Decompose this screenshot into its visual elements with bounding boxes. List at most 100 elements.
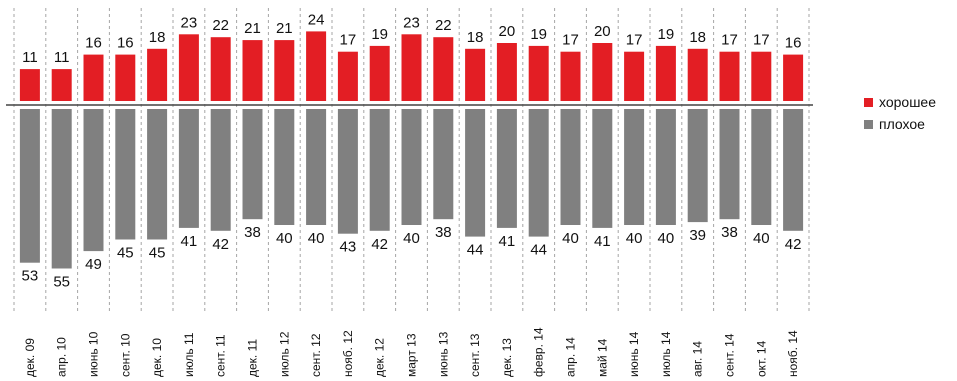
category-label: июль 11 [182, 332, 196, 377]
data-label-bad: 41 [594, 233, 611, 250]
data-label-bad: 53 [22, 268, 39, 285]
bar-good [274, 40, 295, 101]
bar-bad [83, 109, 104, 252]
data-label-good: 11 [22, 49, 38, 66]
category-label: окт. 14 [754, 340, 768, 377]
category-label: дек. 09 [23, 338, 37, 377]
bar-bad [178, 109, 199, 228]
data-label-bad: 38 [435, 224, 452, 241]
data-label-good: 17 [562, 32, 579, 49]
data-label-good: 17 [753, 32, 770, 49]
bar-good [306, 31, 327, 101]
data-label-good: 16 [85, 35, 102, 52]
data-label-good: 23 [181, 14, 198, 31]
data-label-bad: 41 [181, 233, 198, 250]
category-label: сент. 10 [118, 333, 132, 377]
data-label-bad: 40 [562, 230, 579, 247]
data-label-bad: 55 [53, 274, 70, 291]
bar-bad [465, 109, 486, 237]
data-label-good: 24 [308, 11, 325, 28]
category-label: июль 12 [277, 331, 291, 377]
bar-bad [51, 109, 72, 269]
category-label: сент. 11 [214, 334, 228, 377]
data-label-good: 18 [689, 29, 706, 46]
data-label-bad: 44 [467, 242, 484, 259]
data-label-bad: 49 [85, 256, 102, 273]
data-label-good: 21 [276, 20, 293, 37]
legend-item-bad: плохое [864, 114, 936, 134]
data-label-good: 19 [371, 26, 388, 43]
bar-bad [147, 109, 168, 240]
bar-good [337, 51, 358, 101]
data-label-good: 22 [212, 17, 229, 34]
bar-bad [369, 109, 390, 231]
data-label-good: 23 [403, 14, 420, 31]
bar-good [719, 51, 740, 101]
category-label: июль 14 [659, 331, 673, 377]
category-label: дек. 11 [246, 339, 260, 377]
bar-good [783, 54, 804, 101]
category-label: дек. 10 [150, 338, 164, 377]
bar-bad [242, 109, 263, 220]
bar-bad [19, 109, 40, 263]
legend-label-good: хорошее [879, 94, 937, 110]
data-label-good: 16 [117, 35, 134, 52]
bar-good [51, 69, 72, 101]
category-label: июнь 10 [87, 331, 101, 377]
bar-good [560, 51, 581, 101]
bar-bad [274, 109, 295, 225]
category-label: июнь 13 [436, 331, 450, 377]
data-label-good: 19 [530, 26, 547, 43]
category-label: апр. 10 [55, 337, 69, 377]
category-label: дек. 12 [373, 338, 387, 377]
data-label-bad: 42 [212, 236, 229, 253]
data-label-good: 21 [244, 20, 261, 37]
bar-bad [337, 109, 358, 234]
data-label-bad: 43 [340, 239, 357, 256]
bar-good [147, 48, 168, 101]
category-label: сент. 12 [309, 333, 323, 377]
bar-bad [624, 109, 645, 225]
bar-good [465, 48, 486, 101]
bar-good [115, 54, 136, 101]
category-label: дек. 13 [500, 338, 514, 377]
category-label: сент. 14 [723, 333, 737, 377]
data-label-bad: 44 [530, 242, 547, 259]
data-label-bad: 38 [244, 224, 261, 241]
bar-good [369, 45, 390, 101]
data-label-bad: 45 [117, 245, 134, 262]
bar-good [401, 34, 422, 101]
bar-good [242, 40, 263, 101]
category-label: май 14 [595, 338, 609, 377]
category-label: сент. 13 [468, 333, 482, 377]
category-label: апр. 14 [564, 337, 578, 377]
bar-good [210, 37, 231, 101]
data-label-bad: 45 [149, 245, 166, 262]
bar-bad [560, 109, 581, 225]
data-label-bad: 40 [753, 230, 770, 247]
legend-item-good: хорошее [864, 92, 936, 112]
data-label-bad: 41 [499, 233, 516, 250]
data-label-bad: 40 [276, 230, 293, 247]
bar-good [751, 51, 772, 101]
category-label: июнь 14 [627, 331, 641, 377]
data-label-good: 20 [594, 23, 611, 40]
data-label-good: 17 [340, 32, 357, 49]
category-label: авг. 14 [691, 341, 705, 377]
bar-bad [306, 109, 327, 225]
bar-bad [115, 109, 136, 240]
data-label-bad: 40 [403, 230, 420, 247]
bar-good [433, 37, 454, 101]
category-label: нояб. 12 [341, 330, 355, 377]
bar-bad [433, 109, 454, 220]
bar-bad [210, 109, 231, 231]
bar-good [624, 51, 645, 101]
bar-good [178, 34, 199, 101]
data-label-bad: 40 [658, 230, 675, 247]
bar-good [528, 45, 549, 101]
bar-bad [401, 109, 422, 225]
data-label-bad: 39 [689, 227, 706, 244]
bar-bad [783, 109, 804, 231]
bar-good [83, 54, 104, 101]
